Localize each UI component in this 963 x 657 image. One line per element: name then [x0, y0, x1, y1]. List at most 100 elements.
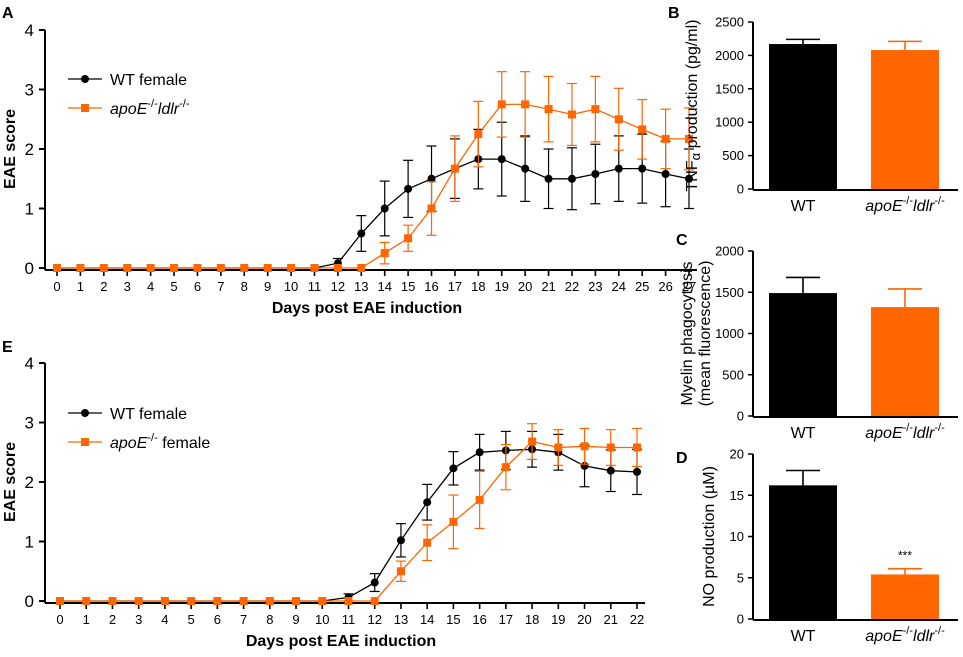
data-point: [567, 110, 576, 119]
data-point: [265, 597, 274, 605]
data-point: [396, 536, 405, 545]
y-tick-label: 15: [730, 488, 744, 503]
y-axis-title-line2: (mean fluorescence): [697, 261, 714, 407]
category-label-gene: apoE: [865, 198, 903, 215]
x-tick-label: 20: [518, 279, 532, 294]
legend-label: WT female: [110, 72, 187, 89]
category-label-gene: ldlr: [913, 628, 935, 645]
data-point: [53, 264, 61, 272]
y-tick-label: 2500: [715, 15, 744, 30]
x-tick-label: 23: [588, 279, 602, 294]
error-bar: [786, 469, 820, 486]
legend-label-superscript: -/-: [147, 98, 158, 110]
x-tick-label: 7: [217, 279, 224, 294]
data-point: [82, 597, 91, 605]
data-point: [614, 164, 623, 173]
legend-label-superscript: -/-: [147, 432, 158, 444]
y-axis-title: TNFα production (pg/ml): [684, 19, 703, 191]
category-label-superscript: -/-: [934, 625, 945, 637]
data-point: [591, 169, 600, 178]
category-label-superscript: -/-: [903, 625, 914, 637]
x-tick-label: 22: [565, 279, 579, 294]
x-tick-label: 17: [448, 279, 462, 294]
error-bar: [888, 40, 922, 51]
panel-letter-d: D: [676, 450, 688, 467]
y-tick-label: 0: [25, 592, 34, 611]
data-point: [318, 597, 327, 605]
y-tick-label: 500: [722, 367, 744, 382]
y-tick-label: 0: [737, 409, 744, 424]
x-tick-label: 5: [188, 612, 195, 627]
data-point: [123, 264, 132, 272]
y-axis-title-part: production (pg/ml): [684, 19, 701, 152]
data-point: [544, 105, 553, 114]
x-tick-label: 5: [170, 279, 177, 294]
category-label-wt: WT: [791, 198, 816, 215]
panel-letter-c: C: [676, 232, 688, 249]
legend-label-gene: apoE: [110, 101, 148, 118]
data-point: [56, 597, 64, 605]
data-point: [474, 130, 483, 139]
x-tick-label: 4: [147, 279, 154, 294]
data-point: [606, 443, 615, 452]
data-point: [427, 174, 436, 183]
x-tick-label: 21: [541, 279, 555, 294]
y-tick-label: 0: [737, 612, 744, 627]
data-point: [661, 134, 670, 143]
legend-label-superscript: -/-: [179, 98, 190, 110]
x-tick-label: 6: [194, 279, 201, 294]
data-point: [187, 597, 196, 605]
category-label-wt: WT: [791, 628, 816, 645]
data-point: [216, 264, 225, 272]
data-point: [580, 442, 589, 451]
data-point: [193, 264, 202, 272]
y-tick-label: 1: [25, 200, 34, 219]
y-tick-label: 4: [25, 354, 34, 373]
legend-label: apoE-/-ldlr-/-: [110, 98, 190, 118]
x-tick-label: 8: [241, 279, 248, 294]
panel-letter-b: B: [668, 5, 680, 22]
data-point: [427, 204, 436, 213]
category-label-superscript: -/-: [934, 422, 945, 434]
error-bar: [786, 38, 820, 45]
data-point: [160, 597, 169, 605]
data-point: [333, 264, 342, 272]
data-point: [685, 134, 693, 143]
data-point: [521, 164, 530, 173]
data-point: [591, 105, 600, 114]
x-tick-label: 9: [292, 612, 299, 627]
y-tick-label: 2: [25, 473, 34, 492]
x-tick-label: 11: [342, 612, 356, 627]
bar-wt: [769, 44, 837, 189]
y-tick-label: 3: [25, 414, 34, 433]
y-axis-title: EAE score: [2, 442, 19, 522]
x-tick-label: 10: [284, 279, 298, 294]
category-label-gene: ldlr: [913, 425, 935, 442]
x-tick-label: 22: [630, 612, 644, 627]
category-label-superscript: -/-: [903, 422, 914, 434]
y-tick-label: 2: [25, 140, 34, 159]
data-point: [497, 100, 506, 109]
data-point: [357, 264, 366, 272]
y-tick-label: 5: [737, 570, 744, 585]
x-tick-label: 20: [577, 612, 591, 627]
bar-ko: [871, 50, 939, 189]
x-tick-label: 13: [394, 612, 408, 627]
category-label-gene: apoE: [865, 628, 903, 645]
legend-label-tail: female: [158, 435, 211, 452]
series-line-ko: [57, 103, 689, 269]
legend-label: apoE-/- female: [110, 432, 210, 452]
legend-item-wt: WT female: [68, 406, 187, 423]
y-tick-label: 1: [25, 533, 34, 552]
data-point: [146, 264, 155, 272]
x-tick-label: 7: [240, 612, 247, 627]
data-point: [528, 437, 537, 446]
x-tick-label: 1: [83, 612, 90, 627]
error-bar: [786, 276, 820, 294]
data-point: [396, 567, 405, 576]
x-tick-label: 16: [472, 612, 486, 627]
data-point: [449, 464, 458, 473]
